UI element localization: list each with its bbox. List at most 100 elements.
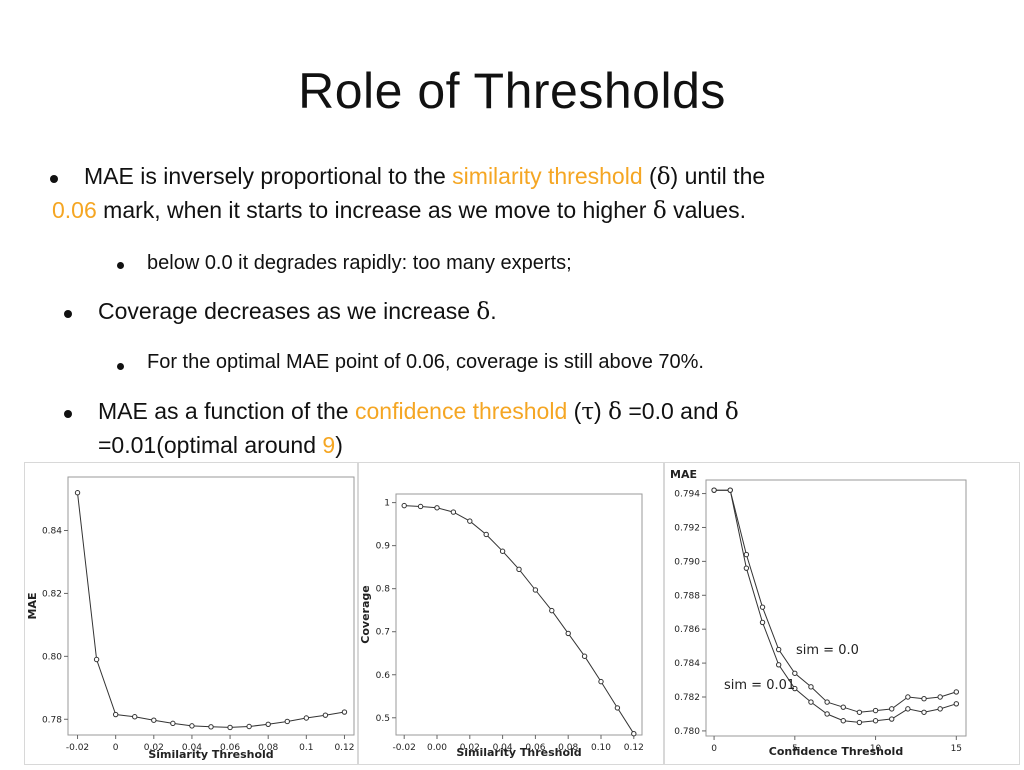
- y-tick-label: 0.7: [376, 628, 390, 638]
- delta-symbol: δ: [652, 198, 667, 224]
- data-point: [208, 724, 214, 730]
- slide-title: Role of Thresholds: [298, 63, 726, 119]
- x-tick-label: 0.12: [624, 743, 644, 753]
- data-point: [905, 706, 911, 712]
- coverage-chart: 0.5 0.6 0.7 0.8 0.9 1 -0.02 0.00 0.02 0.04 0.06 0.0…: [358, 462, 664, 765]
- confidence-chart-panel: 0.780 0.782 0.784 0.786 0.788 0.790 0.792 0.794…: [664, 462, 1020, 765]
- data-point: [549, 607, 555, 614]
- bullet-3-text-f: ): [335, 432, 343, 458]
- mae-confidence-chart: 0.780 0.782 0.784 0.786 0.788 0.790 0.792 0.794…: [664, 462, 1020, 765]
- plot-frame: [395, 493, 643, 736]
- y-tick-label: 0.782: [674, 693, 700, 703]
- data-point: [759, 604, 766, 610]
- data-point: [872, 707, 879, 714]
- bullet-2-text-b: .: [490, 298, 497, 324]
- series-line-1: [77, 492, 345, 728]
- mae-similarity-chart: 0.78 0.80 0.82 0.84 -0.02 0 0.02 0.04 0.06 0.08 0.…: [24, 462, 358, 765]
- bullet-dot: [50, 175, 58, 183]
- plot-frame: [67, 476, 355, 736]
- y-tick-label: 0.6: [376, 671, 391, 681]
- data-point: [808, 684, 814, 690]
- data-point: [93, 656, 100, 663]
- data-point: [727, 487, 733, 493]
- x-tick-label: 10: [870, 744, 882, 754]
- bullet-1: MAE is inversely proportional to the sim…: [84, 159, 964, 194]
- x-tick-label: 0.12: [334, 743, 354, 753]
- bullet-3-text-b: (: [567, 398, 582, 424]
- data-point: [499, 548, 506, 554]
- optimal-value-highlight: 0.06: [52, 197, 97, 223]
- y-tick-label: 0.786: [674, 625, 700, 635]
- data-point: [598, 678, 604, 685]
- x-tick-label: 0: [711, 744, 717, 754]
- x-tick-label: 0.04: [493, 743, 513, 753]
- x-tick-label: 0.04: [182, 743, 202, 753]
- confidence-threshold-highlight: confidence threshold: [354, 398, 568, 424]
- data-point: [265, 721, 271, 728]
- x-axis-label: Confidence Threshold: [769, 745, 903, 758]
- data-point: [953, 701, 960, 707]
- delta-symbol: δ: [476, 299, 491, 325]
- x-tick-label: 15: [951, 744, 962, 754]
- data-point: [889, 706, 895, 712]
- data-point: [840, 718, 846, 724]
- bullet-3-text-c: ): [594, 398, 609, 424]
- sub-bullet-1: below 0.0 it degrades rapidly: too many …: [147, 252, 572, 274]
- data-point: [743, 565, 750, 571]
- bullet-3-text-e: =0.01(optimal around: [98, 432, 323, 458]
- delta-symbol: δ: [608, 399, 622, 425]
- y-axis-label: MAE: [26, 593, 39, 620]
- data-point: [824, 711, 830, 717]
- data-point: [532, 587, 539, 593]
- data-point: [614, 705, 621, 711]
- data-point: [483, 531, 489, 538]
- series-line-2: [714, 489, 957, 723]
- coverage-chart-panel: 0.5 0.6 0.7 0.8 0.9 1 -0.02 0.00 0.02 0.04 0.06 0.0…: [358, 462, 664, 765]
- x-tick-label: 0.08: [558, 743, 578, 753]
- data-point: [246, 723, 252, 730]
- data-point: [775, 662, 782, 668]
- y-tick-label: 0.9: [376, 542, 391, 552]
- panel-border: [664, 462, 1020, 765]
- data-point: [581, 653, 588, 659]
- data-point: [921, 696, 927, 702]
- sub-bullet-2: For the optimal MAE point of 0.06, cover…: [147, 351, 704, 373]
- data-point: [759, 619, 766, 626]
- x-tick-label: -0.02: [66, 743, 89, 753]
- similarity-threshold-highlight: similarity threshold: [452, 163, 643, 189]
- annotation-sim-0: sim = 0.0: [796, 643, 859, 658]
- optimal-nine-highlight: 9: [322, 432, 336, 458]
- bullet-3-text-d: =0.0 and: [621, 398, 725, 424]
- data-point: [322, 712, 329, 718]
- y-tick-label: 0.84: [42, 526, 62, 536]
- bullet-dot: [64, 410, 72, 418]
- data-point: [856, 719, 863, 726]
- data-point: [953, 689, 960, 695]
- data-point: [711, 487, 717, 493]
- y-tick-label: 0.82: [42, 589, 62, 599]
- data-point: [775, 646, 782, 653]
- bullet-3: MAE as a function of the confidence thre…: [98, 394, 918, 429]
- y-tick-label: 1: [384, 499, 390, 509]
- data-point: [341, 709, 348, 715]
- series-line-1: [404, 505, 635, 734]
- data-point: [565, 630, 571, 637]
- data-point: [937, 694, 943, 700]
- data-point: [872, 718, 879, 724]
- data-point: [74, 490, 81, 496]
- series-line-1: [714, 489, 957, 713]
- data-point: [792, 685, 798, 692]
- delta-symbol: δ: [724, 399, 739, 425]
- data-point: [417, 503, 424, 510]
- x-axis-label: Similarity Threshold: [148, 748, 273, 761]
- tau-symbol: τ: [581, 399, 595, 425]
- data-point: [467, 518, 473, 524]
- y-tick-label: 0.780: [674, 727, 700, 737]
- data-point: [189, 723, 195, 729]
- y-axis-label: Coverage: [359, 585, 372, 643]
- data-point: [792, 670, 798, 676]
- y-tick-label: 0.788: [674, 591, 700, 601]
- data-point: [516, 566, 522, 573]
- bullet-2: Coverage decreases as we increase δ.: [98, 294, 497, 329]
- y-tick-label: 0.794: [674, 490, 700, 500]
